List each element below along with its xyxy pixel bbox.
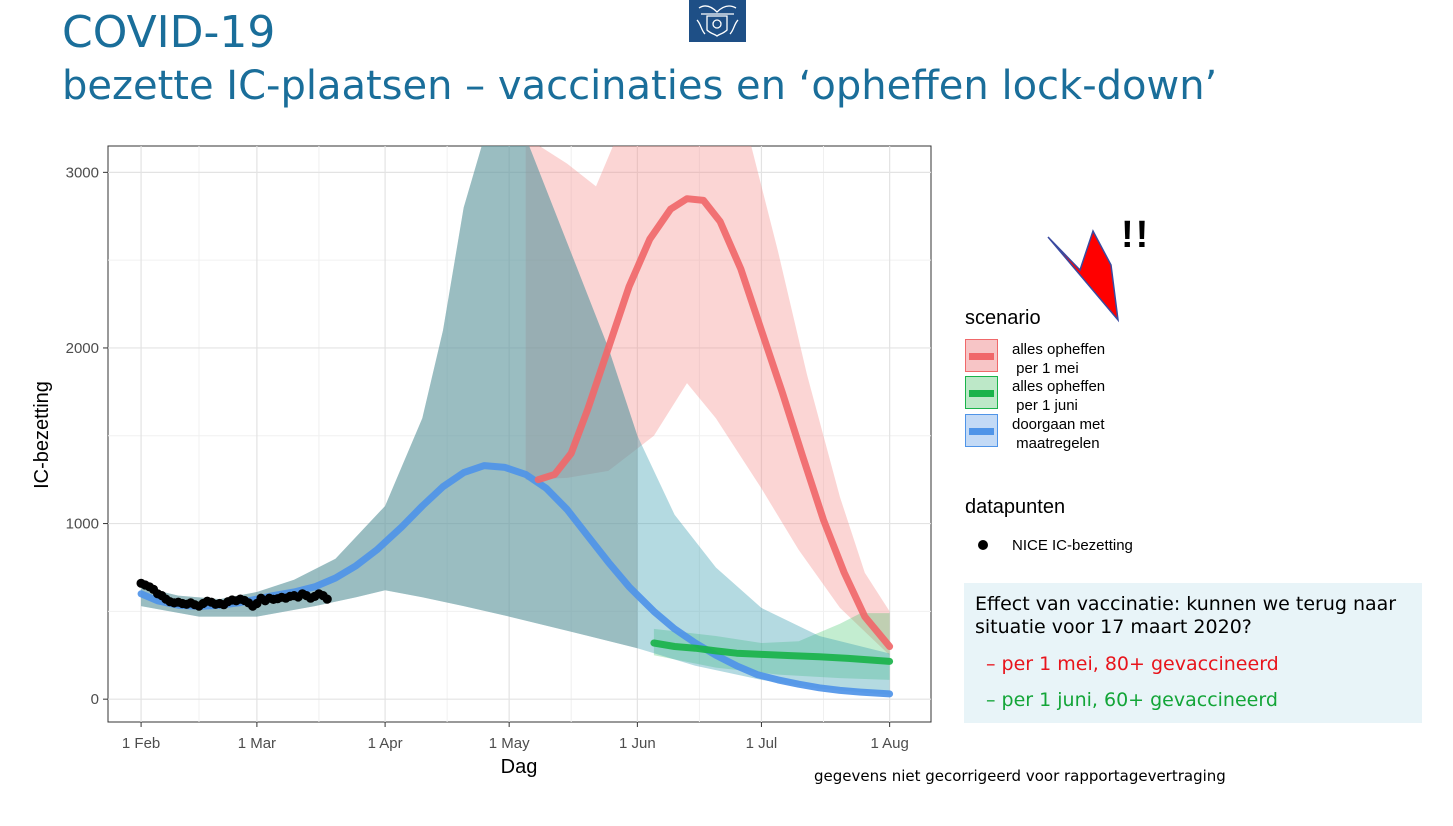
x-tick-label: 1 Jun: [619, 735, 656, 752]
y-tick-label: 1000: [66, 516, 99, 533]
x-tick-label: 1 Jul: [746, 735, 778, 752]
footnote: gegevens niet gecorrigeerd voor rapporta…: [814, 767, 1226, 785]
band-core-overlay: [141, 146, 638, 649]
band-0: [141, 146, 890, 695]
datapoint: [322, 594, 332, 604]
x-tick-label: 1 May: [489, 735, 530, 752]
info-question: Effect van vaccinatie: kunnen we terug n…: [975, 593, 1397, 638]
legend-label-nice: NICE IC-bezetting: [1012, 537, 1133, 554]
legend-key-maatregelen: [965, 414, 998, 447]
legend-key-juni: [965, 376, 998, 409]
band-2: [653, 613, 890, 680]
y-tick-label: 3000: [66, 164, 99, 181]
legend-data-title: datapunten: [965, 496, 1066, 518]
x-tick-label: 1 Aug: [870, 735, 908, 752]
info-scenario-mei: – per 1 mei, 80+ gevaccineerd: [986, 653, 1279, 675]
x-axis-ticks: 1 Feb 1 Mar 1 Apr 1 May 1 Jun 1 Jul 1 Aug: [122, 722, 909, 752]
government-logo: [689, 0, 746, 42]
nice-datapoints: [136, 578, 332, 611]
y-axis-label: IC-bezetting: [31, 381, 53, 489]
series-line-1: [534, 195, 894, 650]
legend-label-mei: alles opheffen per 1 mei: [1012, 341, 1106, 377]
confidence-bands: [141, 146, 890, 695]
x-tick-label: 1 Feb: [122, 735, 160, 752]
x-tick-label: 1 Apr: [368, 735, 403, 752]
y-tick-label: 0: [91, 691, 99, 708]
x-tick-label: 1 Mar: [238, 735, 276, 752]
legend-scenario-title: scenario: [965, 307, 1041, 329]
page-subtitle: bezette IC-plaatsen – vaccinaties en ‘op…: [62, 63, 1218, 109]
y-axis-ticks: 0 1000 2000 3000: [66, 164, 108, 708]
x-axis-label: Dag: [501, 756, 538, 778]
legend-dot-icon: [978, 540, 988, 550]
legend-label-juni: alles opheffen per 1 juni: [1012, 378, 1106, 414]
page-title: COVID-19: [62, 7, 276, 58]
exclamation-marks: !!: [1121, 214, 1151, 256]
band-1: [525, 146, 890, 656]
legend-key-mei: [965, 339, 998, 372]
series-line-2: [650, 639, 894, 665]
info-scenario-juni: – per 1 juni, 60+ gevaccineerd: [986, 689, 1278, 711]
legend-label-maatregelen: doorgaan met maatregelen: [1012, 416, 1105, 452]
red-arrow-icon: [1047, 229, 1120, 323]
vaccination-info-box: [964, 583, 1422, 723]
grid-lines: [108, 146, 931, 722]
y-tick-label: 2000: [66, 340, 99, 357]
